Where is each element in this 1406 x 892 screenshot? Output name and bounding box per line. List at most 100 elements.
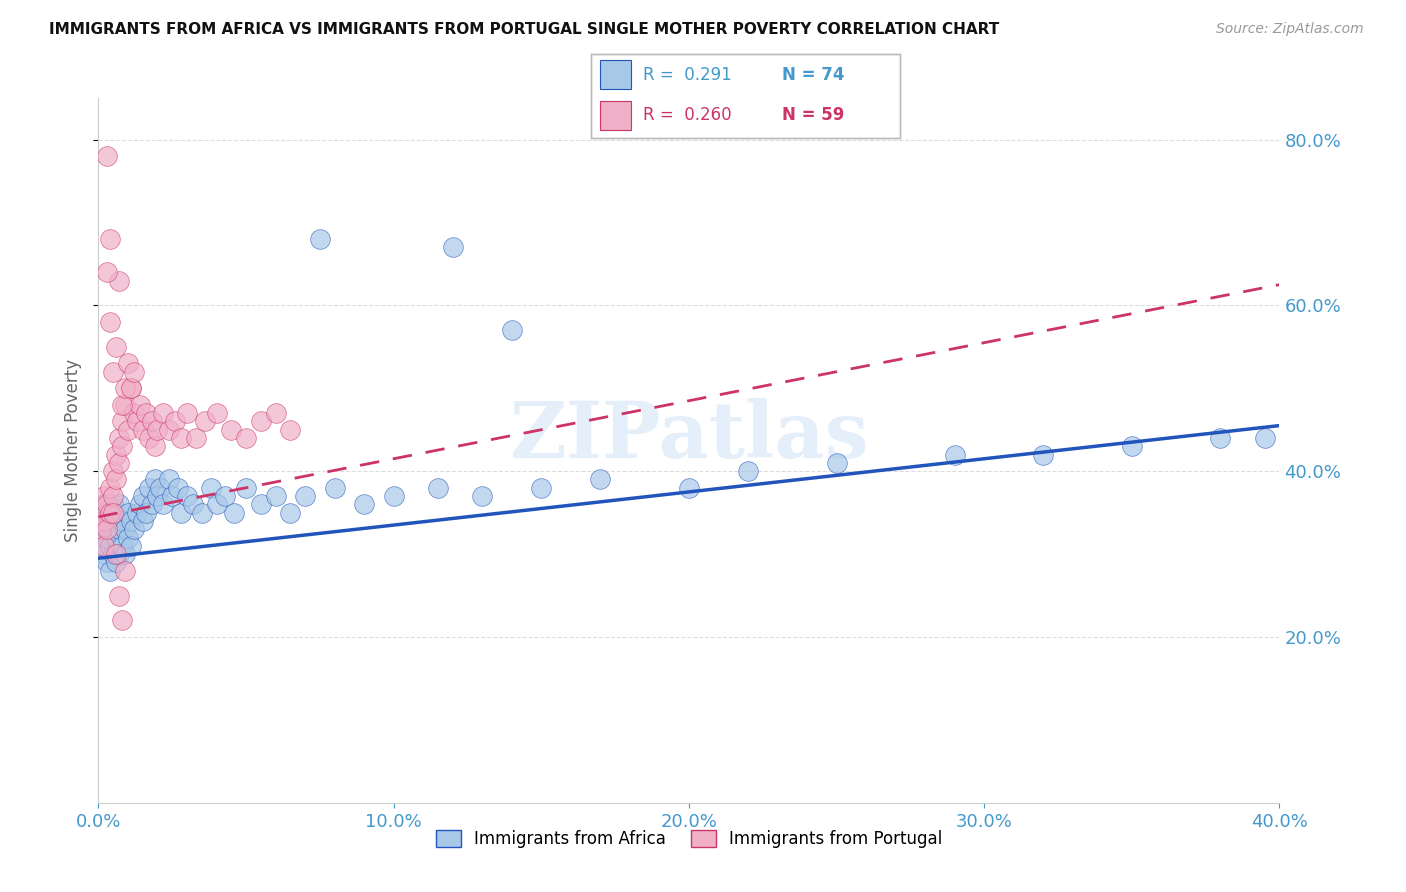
Point: [117, 531, 139, 545]
Point: [90, 539, 112, 553]
Point: [170, 431, 193, 445]
Y-axis label: Single Mother Poverty: Single Mother Poverty: [65, 359, 83, 542]
Point: [205, 497, 228, 511]
Text: R =  0.260: R = 0.260: [643, 106, 731, 124]
Point: [105, 555, 128, 569]
Point: [146, 423, 169, 437]
Point: [111, 414, 134, 428]
Point: [125, 414, 148, 428]
Point: [120, 514, 142, 528]
Point: [1209, 431, 1232, 445]
Point: [135, 506, 157, 520]
Point: [250, 414, 273, 428]
Point: [138, 431, 160, 445]
Point: [235, 481, 257, 495]
Point: [111, 539, 134, 553]
Point: [98, 481, 121, 495]
Point: [120, 539, 142, 553]
Point: [108, 589, 131, 603]
Point: [96, 531, 118, 545]
Point: [93, 514, 115, 528]
Point: [114, 547, 136, 561]
Text: N = 59: N = 59: [782, 106, 845, 124]
Point: [103, 365, 125, 379]
Point: [103, 506, 125, 520]
Point: [1121, 439, 1143, 453]
Point: [114, 398, 136, 412]
Point: [114, 564, 136, 578]
Point: [132, 514, 155, 528]
Point: [108, 431, 131, 445]
Point: [117, 506, 139, 520]
Point: [98, 232, 121, 246]
Point: [98, 539, 121, 553]
Point: [589, 473, 612, 487]
Point: [98, 506, 121, 520]
Point: [530, 481, 553, 495]
Point: [98, 564, 121, 578]
Point: [149, 481, 172, 495]
Text: N = 74: N = 74: [782, 66, 845, 84]
Point: [170, 506, 193, 520]
Point: [105, 448, 128, 462]
Point: [117, 356, 139, 370]
Point: [122, 522, 145, 536]
Point: [96, 555, 118, 569]
Point: [108, 547, 131, 561]
Point: [96, 522, 118, 536]
Point: [103, 547, 125, 561]
Text: R =  0.291: R = 0.291: [643, 66, 733, 84]
Point: [96, 149, 118, 163]
Point: [471, 489, 494, 503]
Point: [441, 240, 464, 254]
Point: [120, 381, 142, 395]
Point: [105, 531, 128, 545]
Point: [132, 423, 155, 437]
Point: [165, 414, 187, 428]
Point: [111, 398, 134, 412]
Point: [280, 506, 302, 520]
Text: Source: ZipAtlas.com: Source: ZipAtlas.com: [1216, 22, 1364, 37]
Point: [108, 273, 131, 287]
Point: [103, 489, 125, 503]
Point: [93, 522, 115, 536]
Point: [125, 506, 148, 520]
Point: [122, 406, 145, 420]
Point: [105, 506, 128, 520]
Bar: [600, 61, 631, 89]
Point: [250, 497, 273, 511]
Point: [152, 497, 174, 511]
Point: [825, 456, 848, 470]
Point: [382, 489, 405, 503]
Point: [90, 514, 112, 528]
Point: [135, 406, 157, 420]
Point: [737, 464, 759, 478]
Point: [93, 497, 115, 511]
Point: [157, 423, 180, 437]
Point: [114, 381, 136, 395]
Point: [200, 481, 222, 495]
Point: [501, 323, 523, 337]
Point: [103, 497, 125, 511]
Point: [111, 614, 134, 628]
Point: [264, 406, 287, 420]
Point: [235, 431, 257, 445]
Point: [103, 464, 125, 478]
Point: [1254, 431, 1277, 445]
Bar: [600, 101, 631, 130]
Point: [108, 456, 131, 470]
Point: [280, 423, 302, 437]
Point: [105, 473, 128, 487]
Point: [353, 497, 375, 511]
Point: [128, 398, 150, 412]
Point: [152, 406, 174, 420]
Point: [194, 414, 217, 428]
Point: [128, 497, 150, 511]
Point: [264, 489, 287, 503]
Point: [138, 481, 160, 495]
Point: [943, 448, 966, 462]
Point: [214, 489, 236, 503]
Point: [132, 489, 155, 503]
Point: [93, 539, 115, 553]
Point: [323, 481, 346, 495]
